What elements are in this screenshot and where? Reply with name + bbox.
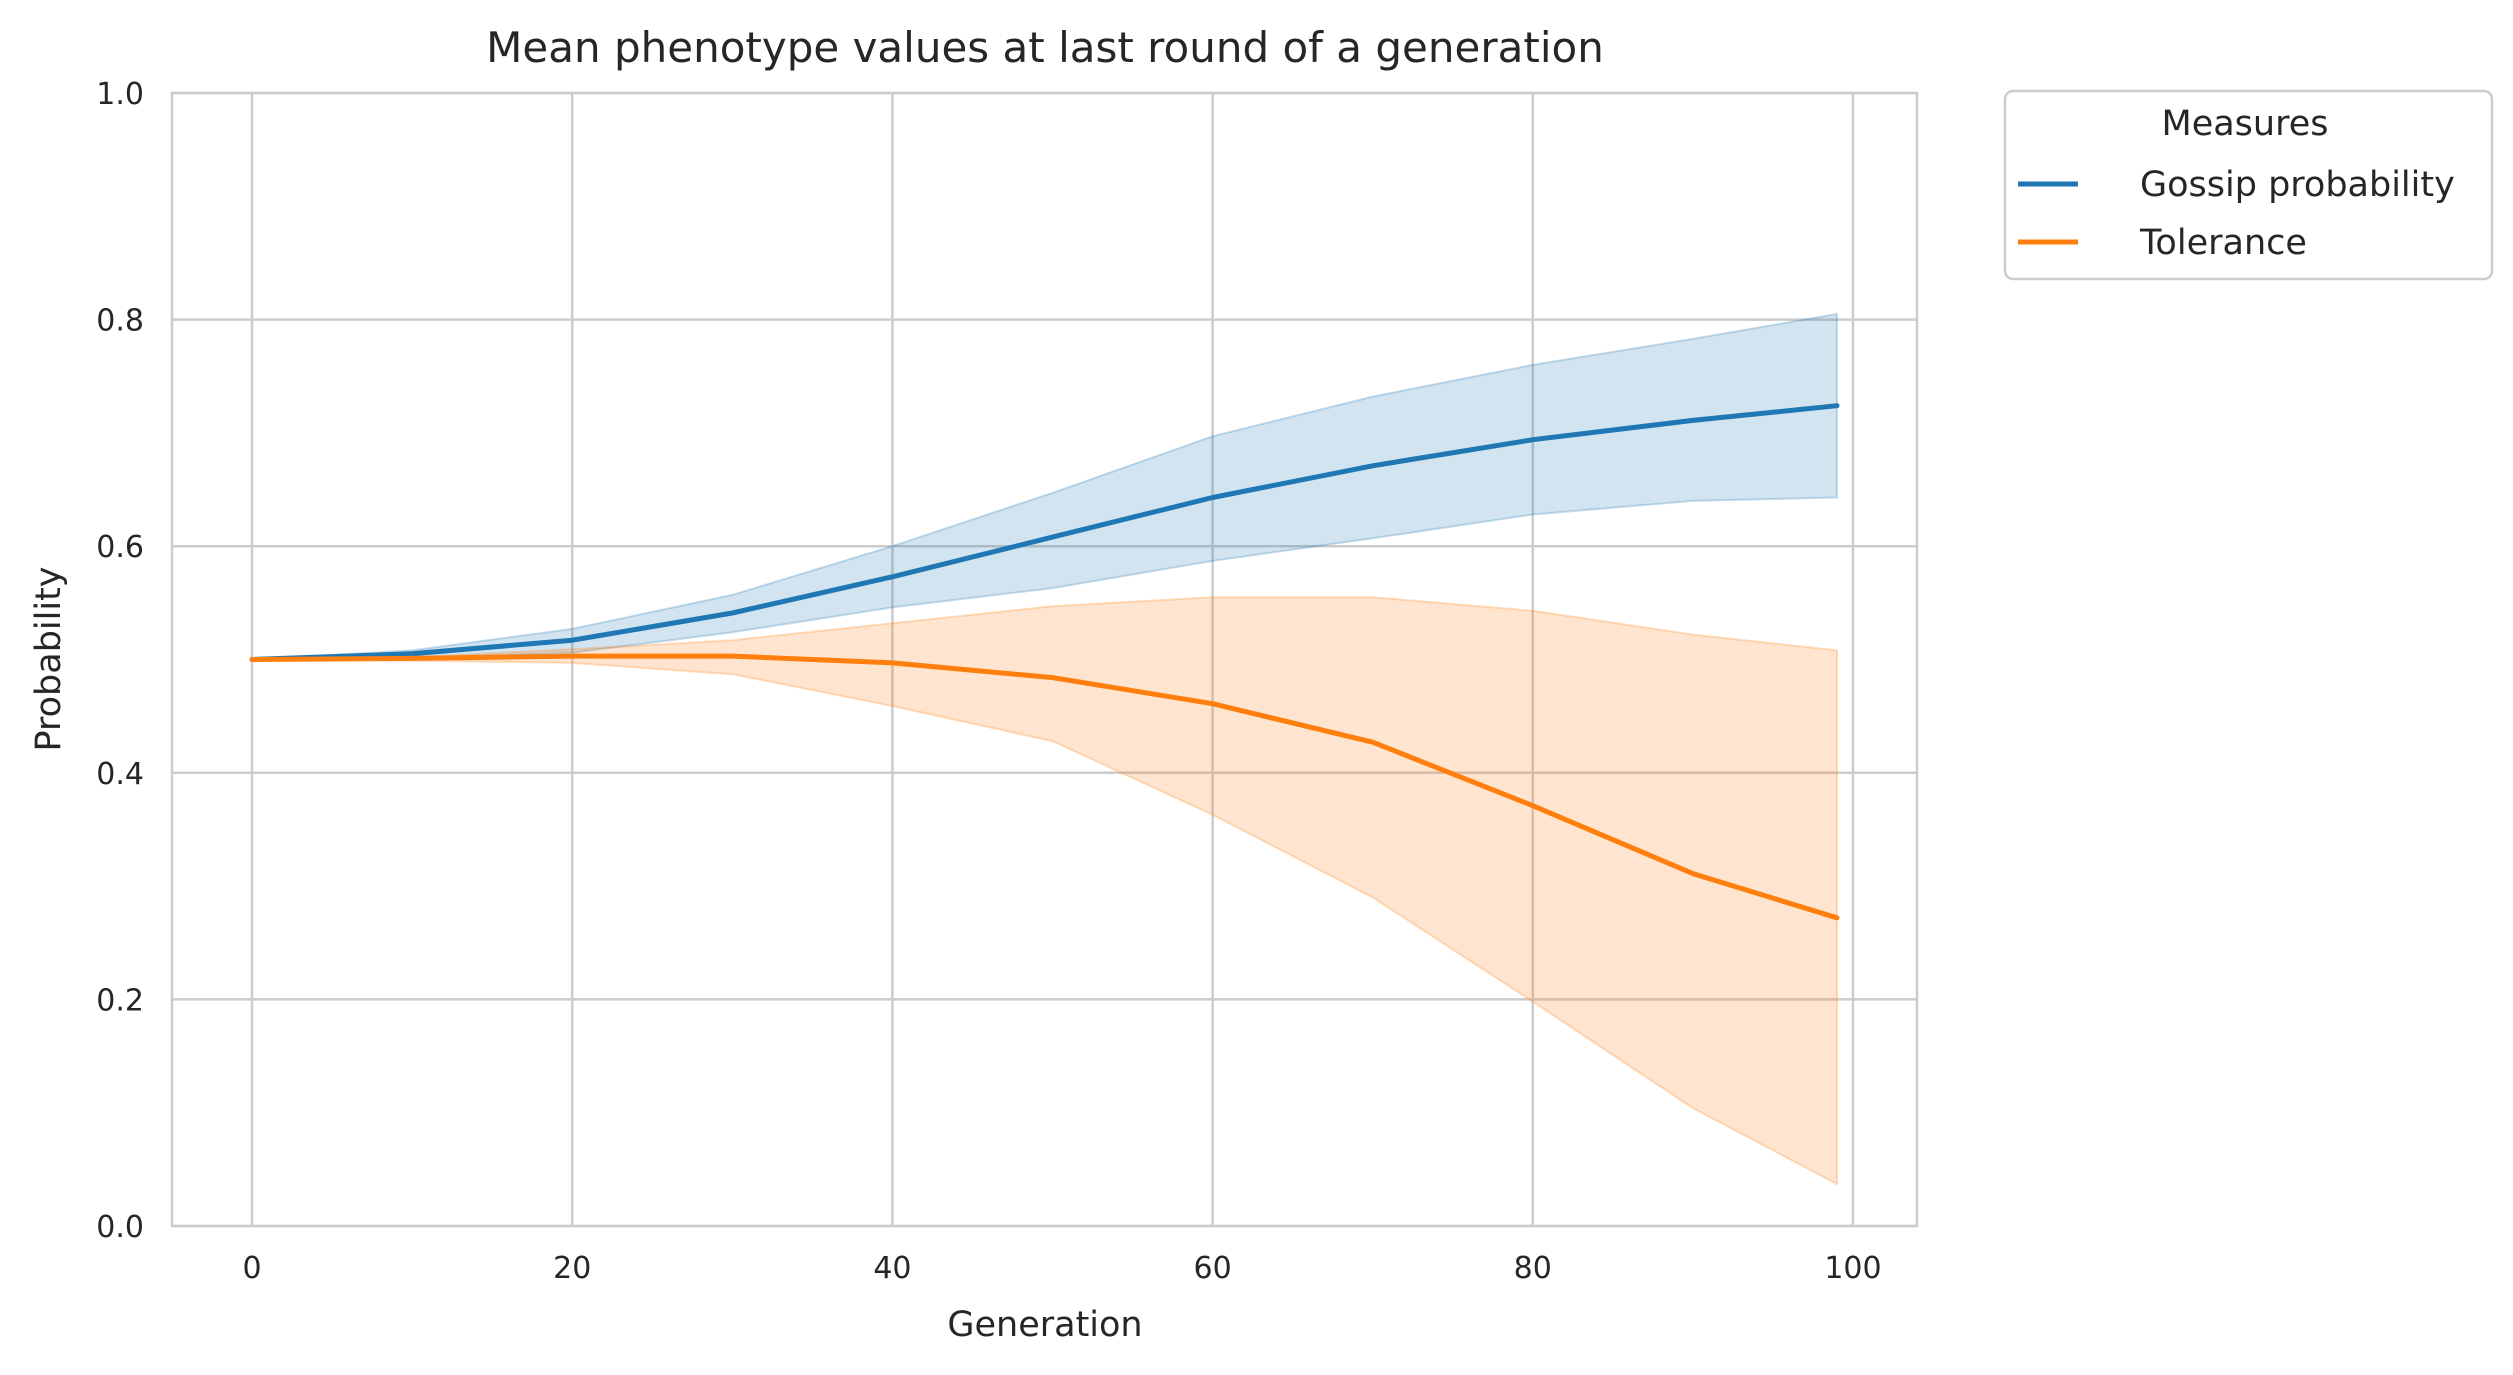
legend-label-tolerance: Tolerance <box>2139 223 2307 263</box>
x-tick-label: 40 <box>873 1251 911 1286</box>
x-axis-label: Generation <box>947 1305 1142 1345</box>
plot-frame <box>170 91 1919 1228</box>
series-line-tolerance <box>249 653 1840 921</box>
y-tick-label: 0.8 <box>96 304 144 339</box>
x-tick-label: 20 <box>553 1251 591 1286</box>
y-tick-label: 0.6 <box>96 530 144 565</box>
x-tick-label: 0 <box>242 1251 261 1286</box>
y-tick-label: 0.2 <box>96 983 144 1018</box>
legend: Measures Gossip probability Tolerance <box>2003 89 2494 281</box>
legend-label-gossip-probability: Gossip probability <box>2140 165 2455 205</box>
band-tolerance <box>251 596 1838 1186</box>
x-tick-label: 80 <box>1514 1251 1552 1286</box>
y-tick-label: 0.4 <box>96 757 144 792</box>
legend-frame <box>2003 89 2494 281</box>
tick-labels: 0 20 40 60 80 100 0.0 0.2 0.4 0.6 0.8 1.0 <box>96 77 1881 1286</box>
chart-title: Mean phenotype values at last round of a… <box>486 23 1604 72</box>
y-tick-label: 1.0 <box>96 77 144 112</box>
confidence-bands <box>251 312 1838 1186</box>
series-lines <box>249 403 1840 921</box>
x-tick-label: 60 <box>1194 1251 1232 1286</box>
y-axis-label: Probability <box>29 566 69 751</box>
legend-title: Measures <box>2162 104 2329 144</box>
y-tick-label: 0.0 <box>96 1210 144 1245</box>
series-line-gossip-probability <box>249 403 1840 662</box>
x-tick-label: 100 <box>1824 1251 1881 1286</box>
